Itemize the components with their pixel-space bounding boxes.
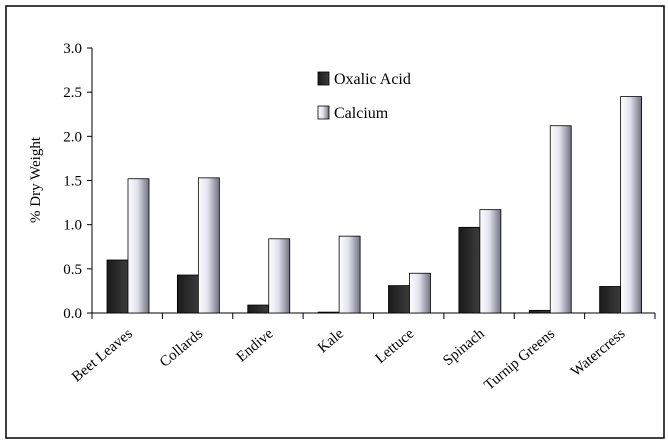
legend-label-calcium: Calcium bbox=[334, 105, 389, 122]
y-tick-label: 3.0 bbox=[63, 41, 82, 57]
legend-swatch-calcium bbox=[317, 105, 330, 120]
y-tick-label: 1.5 bbox=[63, 174, 82, 190]
y-axis-label: % Dry Weight bbox=[28, 136, 44, 223]
bar-oxalic-acid bbox=[176, 274, 199, 314]
bar-calcium bbox=[549, 125, 572, 314]
bar-calcium bbox=[409, 272, 431, 314]
bar-calcium bbox=[268, 238, 291, 314]
bar-oxalic-acid bbox=[106, 259, 129, 314]
bar-oxalic-acid bbox=[599, 286, 622, 314]
bar-oxalic-acid bbox=[247, 304, 270, 314]
y-tick-label: 2.0 bbox=[63, 129, 82, 145]
y-tick-label: 0.5 bbox=[63, 262, 82, 278]
bar-calcium bbox=[127, 178, 150, 314]
legend-label-oxalic-acid: Oxalic Acid bbox=[334, 71, 411, 88]
bar-oxalic-acid bbox=[317, 311, 340, 314]
bar-oxalic-acid bbox=[458, 226, 481, 314]
legend-swatch-oxalic-acid bbox=[317, 71, 330, 86]
bar-calcium bbox=[479, 209, 502, 314]
bar-calcium bbox=[620, 96, 643, 314]
bar-oxalic-acid bbox=[388, 285, 410, 314]
legend: Oxalic Acid Calcium bbox=[317, 71, 411, 122]
y-tick-label: 0.0 bbox=[63, 306, 82, 322]
y-tick-label: 2.5 bbox=[63, 85, 82, 101]
bar-calcium bbox=[338, 235, 361, 314]
bars bbox=[106, 96, 643, 314]
bar-oxalic-acid bbox=[528, 309, 551, 314]
y-tick-label: 1.0 bbox=[63, 218, 82, 234]
bar-calcium bbox=[197, 177, 220, 314]
y-axis: 0.0 0.5 1.0 1.5 2.0 2.5 3.0 bbox=[63, 41, 93, 322]
